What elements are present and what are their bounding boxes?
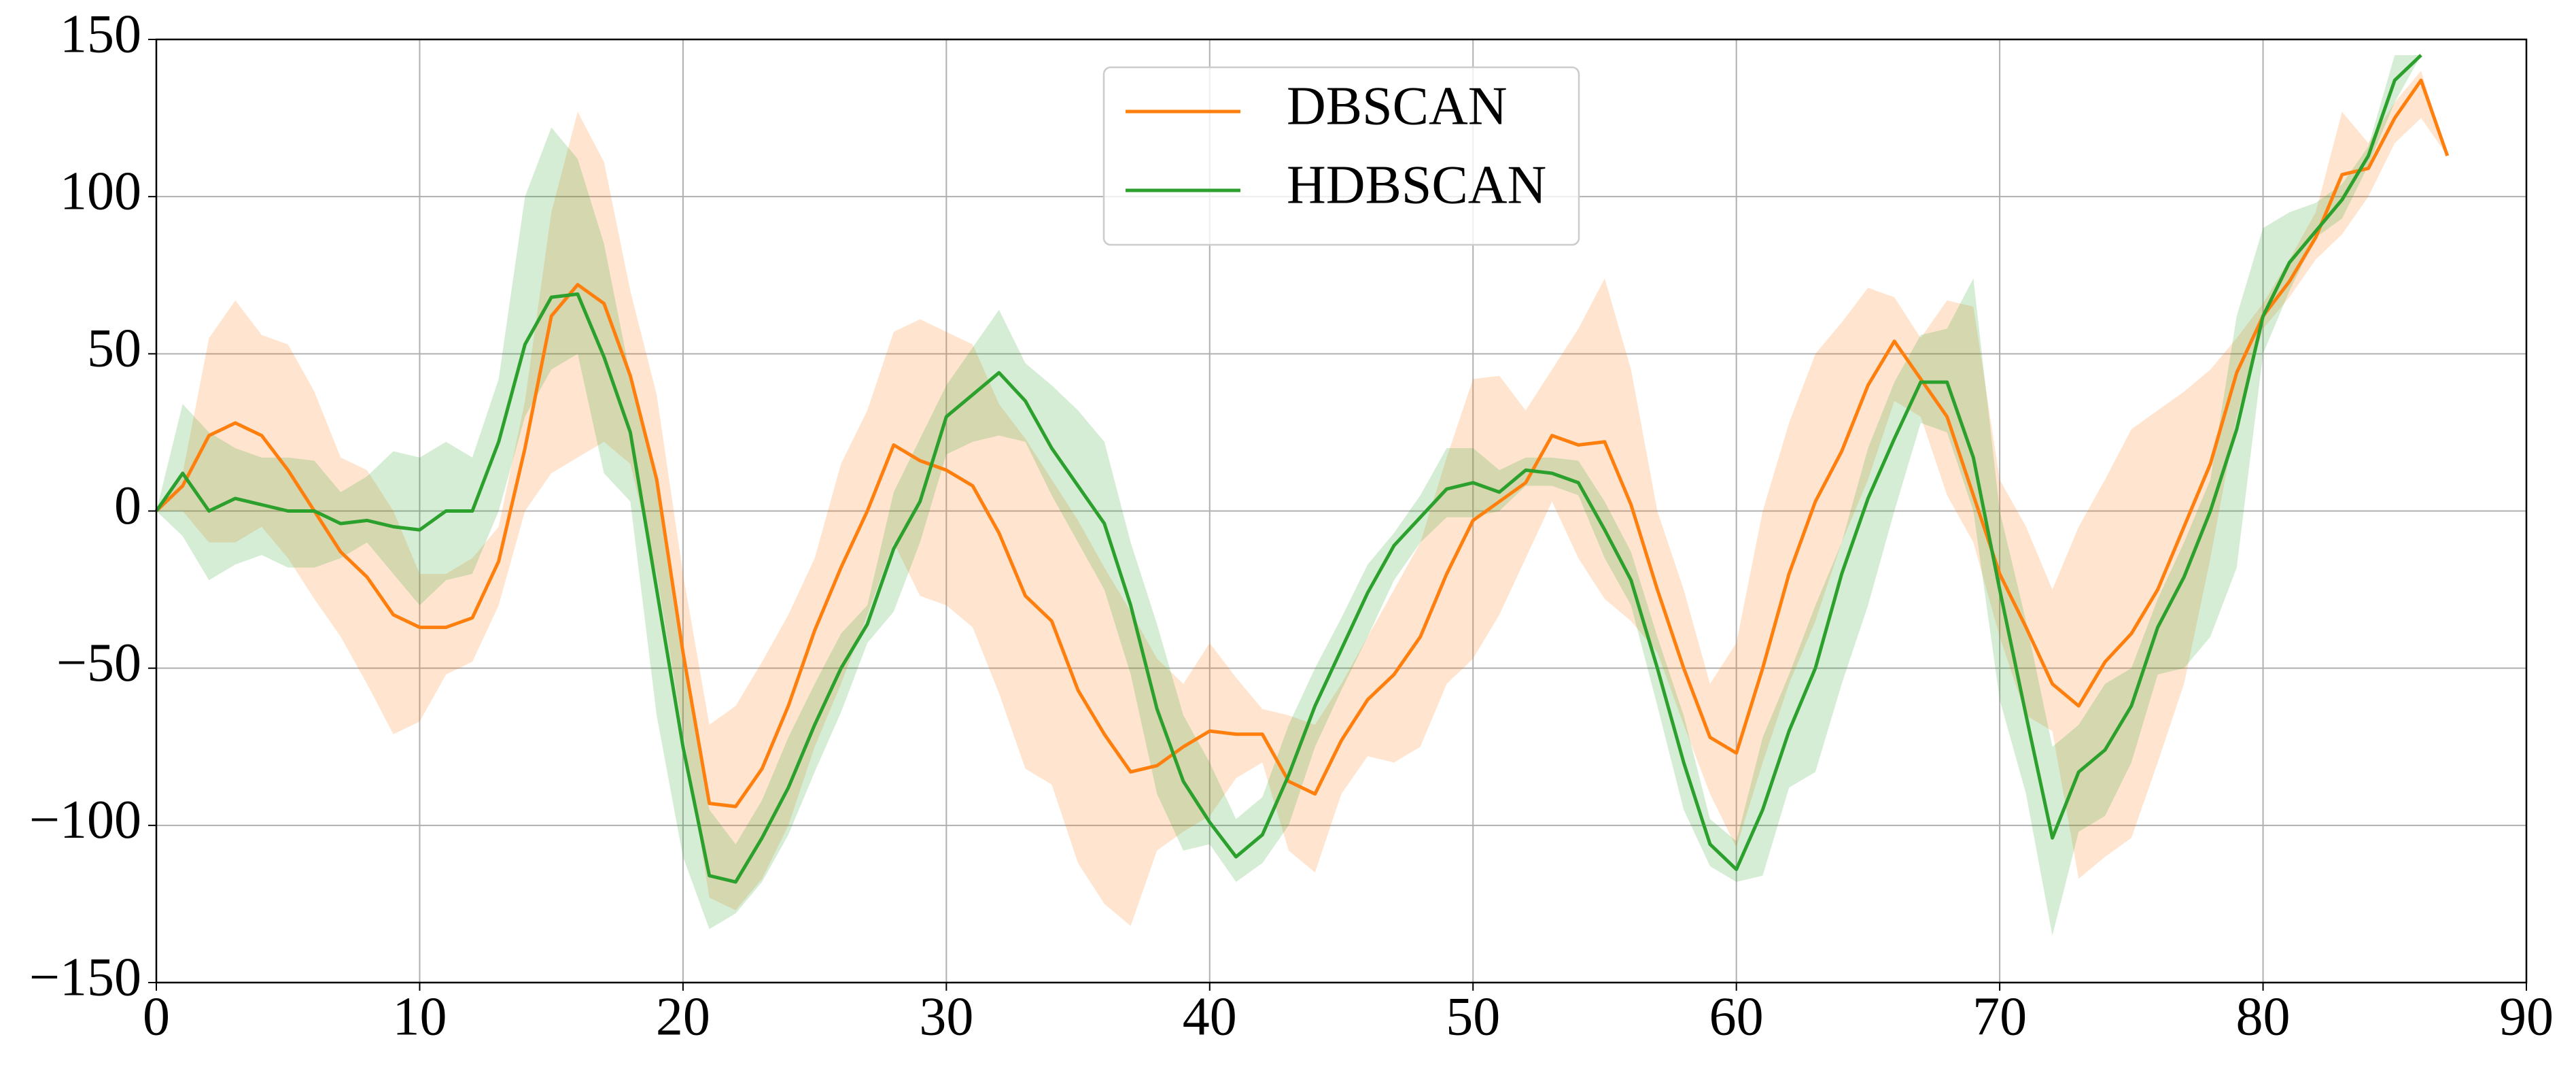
x-tick-label: 80 <box>2236 987 2291 1046</box>
x-tick-label: 0 <box>143 987 170 1046</box>
x-tick-label: 40 <box>1183 987 1237 1046</box>
y-tick-label: 50 <box>87 319 141 379</box>
y-tick-label: −50 <box>56 633 141 693</box>
y-tick-label: −100 <box>29 790 141 850</box>
y-tick-label: 150 <box>60 4 141 64</box>
x-tick-label: 50 <box>1446 987 1500 1046</box>
band <box>156 55 2422 936</box>
x-tick-label: 30 <box>919 987 973 1046</box>
x-tick-label: 60 <box>1709 987 1764 1046</box>
x-tick-label: 20 <box>656 987 710 1046</box>
x-tick-label: 10 <box>392 987 447 1046</box>
line <box>155 78 2450 808</box>
band <box>156 71 2448 926</box>
x-tick-label: 90 <box>2499 987 2554 1046</box>
legend-label: DBSCAN <box>1287 76 1508 136</box>
y-tick-label: −150 <box>29 947 141 1007</box>
y-tick-label: 100 <box>60 162 141 222</box>
line <box>154 54 2422 884</box>
x-tick-label: 70 <box>1972 987 2027 1046</box>
y-tick-label: 0 <box>114 476 141 536</box>
legend: DBSCAN HDBSCAN <box>1102 66 1580 246</box>
legend-label: HDBSCAN <box>1287 155 1546 215</box>
